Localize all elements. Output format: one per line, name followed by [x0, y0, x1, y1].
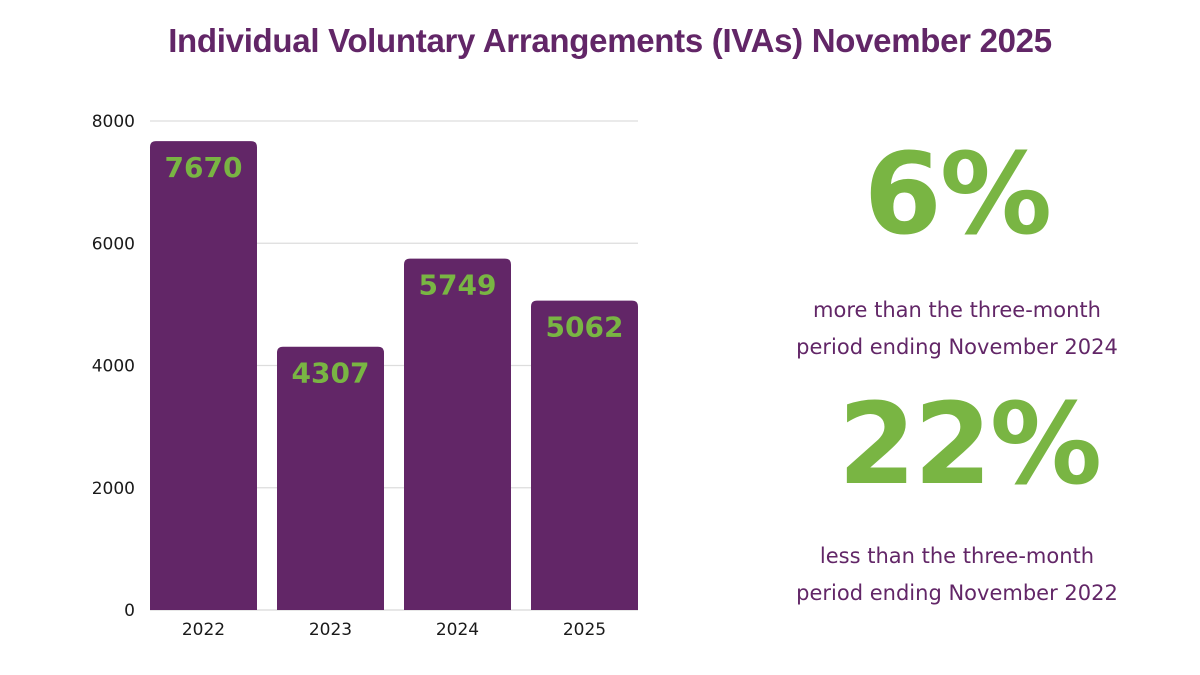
bar-2024 [404, 258, 511, 610]
y-tick-label: 2000 [92, 479, 135, 499]
bar-2022 [150, 141, 257, 610]
chart-title: Individual Voluntary Arrangements (IVAs)… [168, 22, 1052, 59]
x-tick-label: 2023 [309, 620, 352, 640]
stat-increase-caption-line2: period ending November 2024 [796, 335, 1118, 359]
bars [150, 141, 638, 610]
stat-decrease-caption-line2: period ending November 2022 [796, 581, 1118, 605]
data-label-2025: 5062 [546, 311, 624, 344]
x-tick-label: 2025 [563, 620, 606, 640]
y-tick-label: 4000 [92, 357, 135, 377]
x-axis-ticks: 2022 2023 2024 2025 [182, 620, 606, 640]
bar-2023 [277, 346, 384, 610]
bar-2025 [531, 300, 638, 610]
stat-increase-caption-line1: more than the three-month [813, 298, 1101, 322]
data-labels: 7670 4307 5749 5062 [165, 151, 624, 390]
stat-decrease-caption-line1: less than the three-month [819, 544, 1095, 568]
stat-decrease-value: 22% [837, 380, 1102, 510]
y-axis-ticks: 0 2000 4000 6000 8000 [92, 112, 135, 621]
data-label-2022: 7670 [165, 151, 243, 184]
stat-decrease-caption: less than the three-month period ending … [737, 538, 1177, 612]
y-tick-label: 6000 [92, 234, 135, 254]
y-tick-label: 8000 [92, 112, 135, 132]
x-tick-label: 2022 [182, 620, 225, 640]
y-tick-label: 0 [124, 601, 135, 621]
data-label-2024: 5749 [419, 269, 497, 302]
data-label-2023: 4307 [292, 357, 370, 390]
x-tick-label: 2024 [436, 620, 479, 640]
stat-increase-caption: more than the three-month period ending … [737, 292, 1177, 366]
stat-increase-value: 6% [863, 130, 1052, 260]
